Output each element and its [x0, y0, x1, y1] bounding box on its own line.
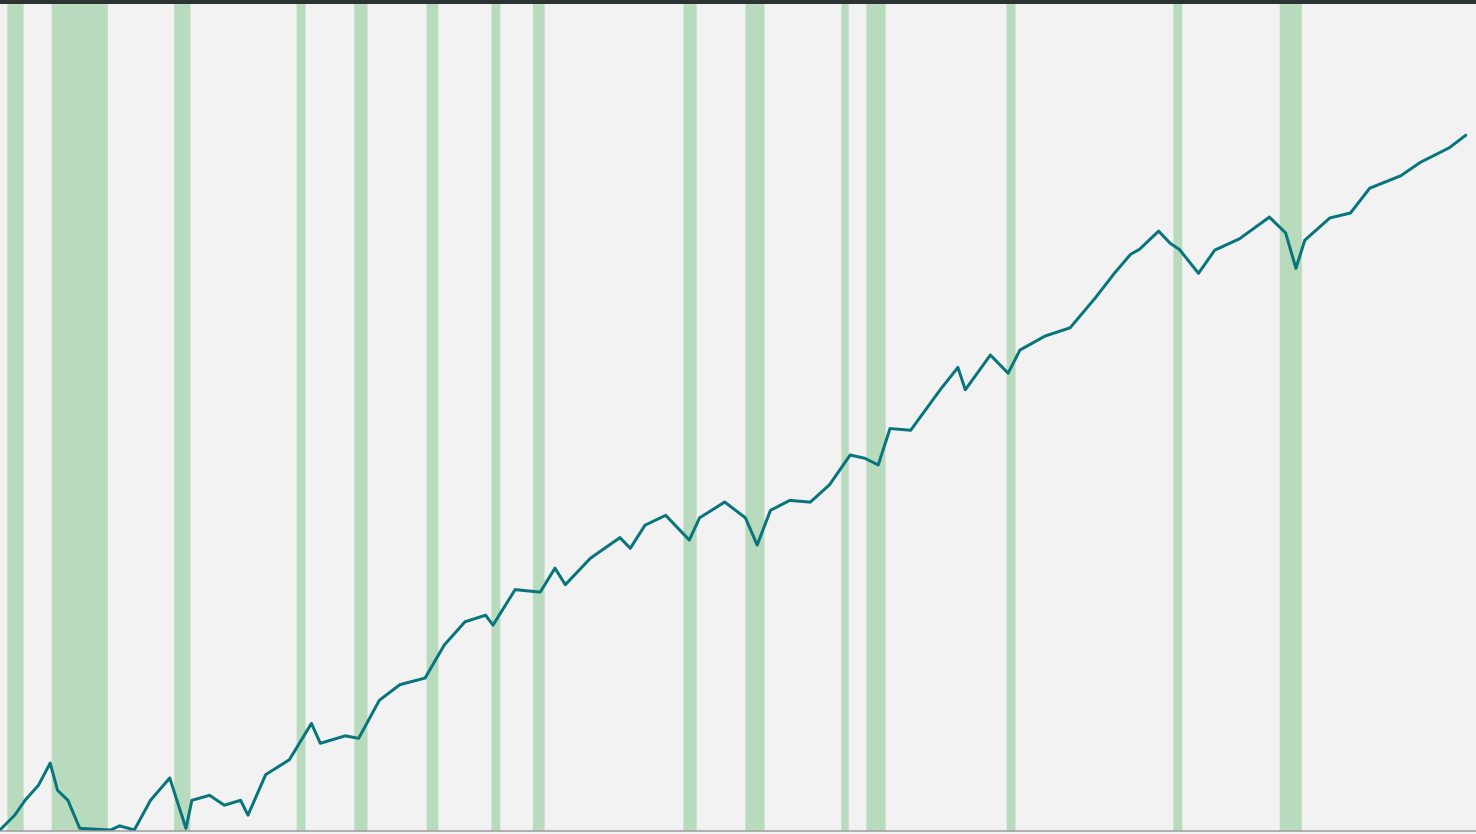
chart: [0, 0, 1476, 834]
shaded-period: [427, 4, 439, 831]
shaded-period: [841, 4, 848, 831]
shaded-period: [1280, 4, 1302, 831]
top-strip: [0, 0, 1476, 4]
shaded-period: [533, 4, 545, 831]
shaded-period: [745, 4, 764, 831]
shaded-period: [492, 4, 501, 831]
plot-background: [0, 0, 1476, 834]
shaded-period: [52, 4, 108, 831]
shaded-period: [174, 4, 190, 831]
page: {"chart_data": { "type": "line", "xlim":…: [0, 0, 1476, 834]
shaded-period: [354, 4, 367, 831]
shaded-period: [1007, 4, 1016, 831]
shaded-period: [7, 4, 23, 831]
shaded-period: [297, 4, 306, 831]
shaded-period: [1173, 4, 1182, 831]
shaded-period: [683, 4, 696, 831]
shaded-period: [866, 4, 885, 831]
